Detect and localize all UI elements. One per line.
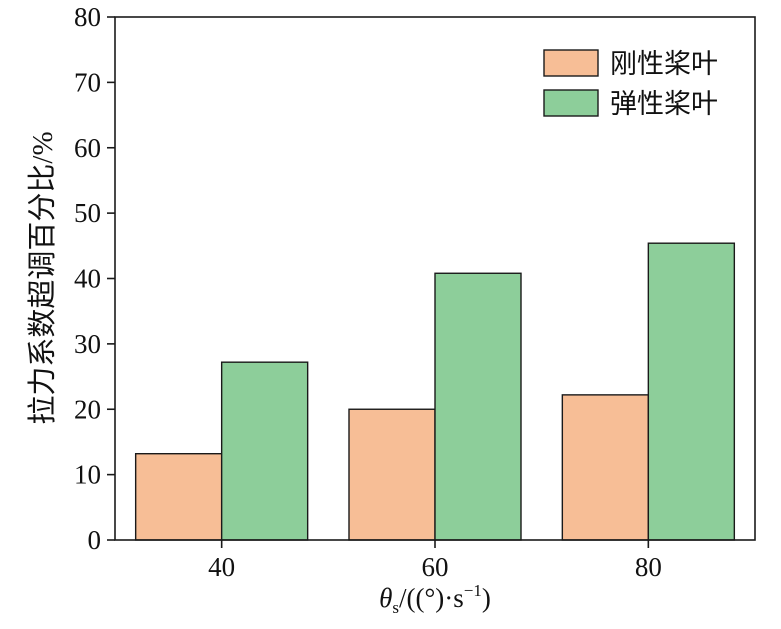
legend-swatch-rigid (543, 49, 599, 77)
y-tick-label: 80 (74, 2, 101, 32)
x-tick-label: 40 (208, 552, 235, 582)
bar-rigid-40 (134, 453, 223, 541)
y-axis-label: 拉力系数超调百分比/% (26, 131, 59, 424)
legend-label-rigid: 刚性桨叶 (610, 49, 718, 79)
x-axis-label-subscript: s (392, 598, 399, 617)
x-tick-label: 80 (635, 552, 662, 582)
bar-elastic-60 (434, 272, 522, 541)
bar-elastic-40 (220, 361, 309, 541)
bars-layer (134, 242, 736, 541)
x-axis-label-theta: θ (379, 583, 392, 613)
x-axis-label: θs/((°)·s−1) (379, 581, 491, 617)
y-tick-label: 10 (74, 460, 101, 490)
y-tick-label: 40 (74, 264, 101, 294)
y-tick-label: 50 (74, 198, 101, 228)
legend-swatch-elastic (543, 89, 599, 117)
x-axis-label-unit: /((°)·s (399, 583, 464, 613)
x-axis-label-close: ) (482, 583, 491, 613)
x-tick-label: 60 (422, 552, 449, 582)
legend-label-elastic: 弹性桨叶 (610, 89, 718, 119)
axes-layer: 0 10 20 30 40 50 60 70 80 40 60 80 (74, 2, 662, 582)
x-axis-label-superscript: −1 (464, 581, 482, 600)
bar-elastic-80 (647, 242, 736, 541)
y-tick-label: 70 (74, 67, 101, 97)
bar-rigid-80 (561, 394, 650, 541)
y-tick-label: 20 (74, 394, 101, 424)
bar-rigid-60 (348, 408, 436, 541)
y-tick-label: 30 (74, 329, 101, 359)
y-tick-label: 60 (74, 133, 101, 163)
y-tick-label: 0 (88, 525, 102, 555)
